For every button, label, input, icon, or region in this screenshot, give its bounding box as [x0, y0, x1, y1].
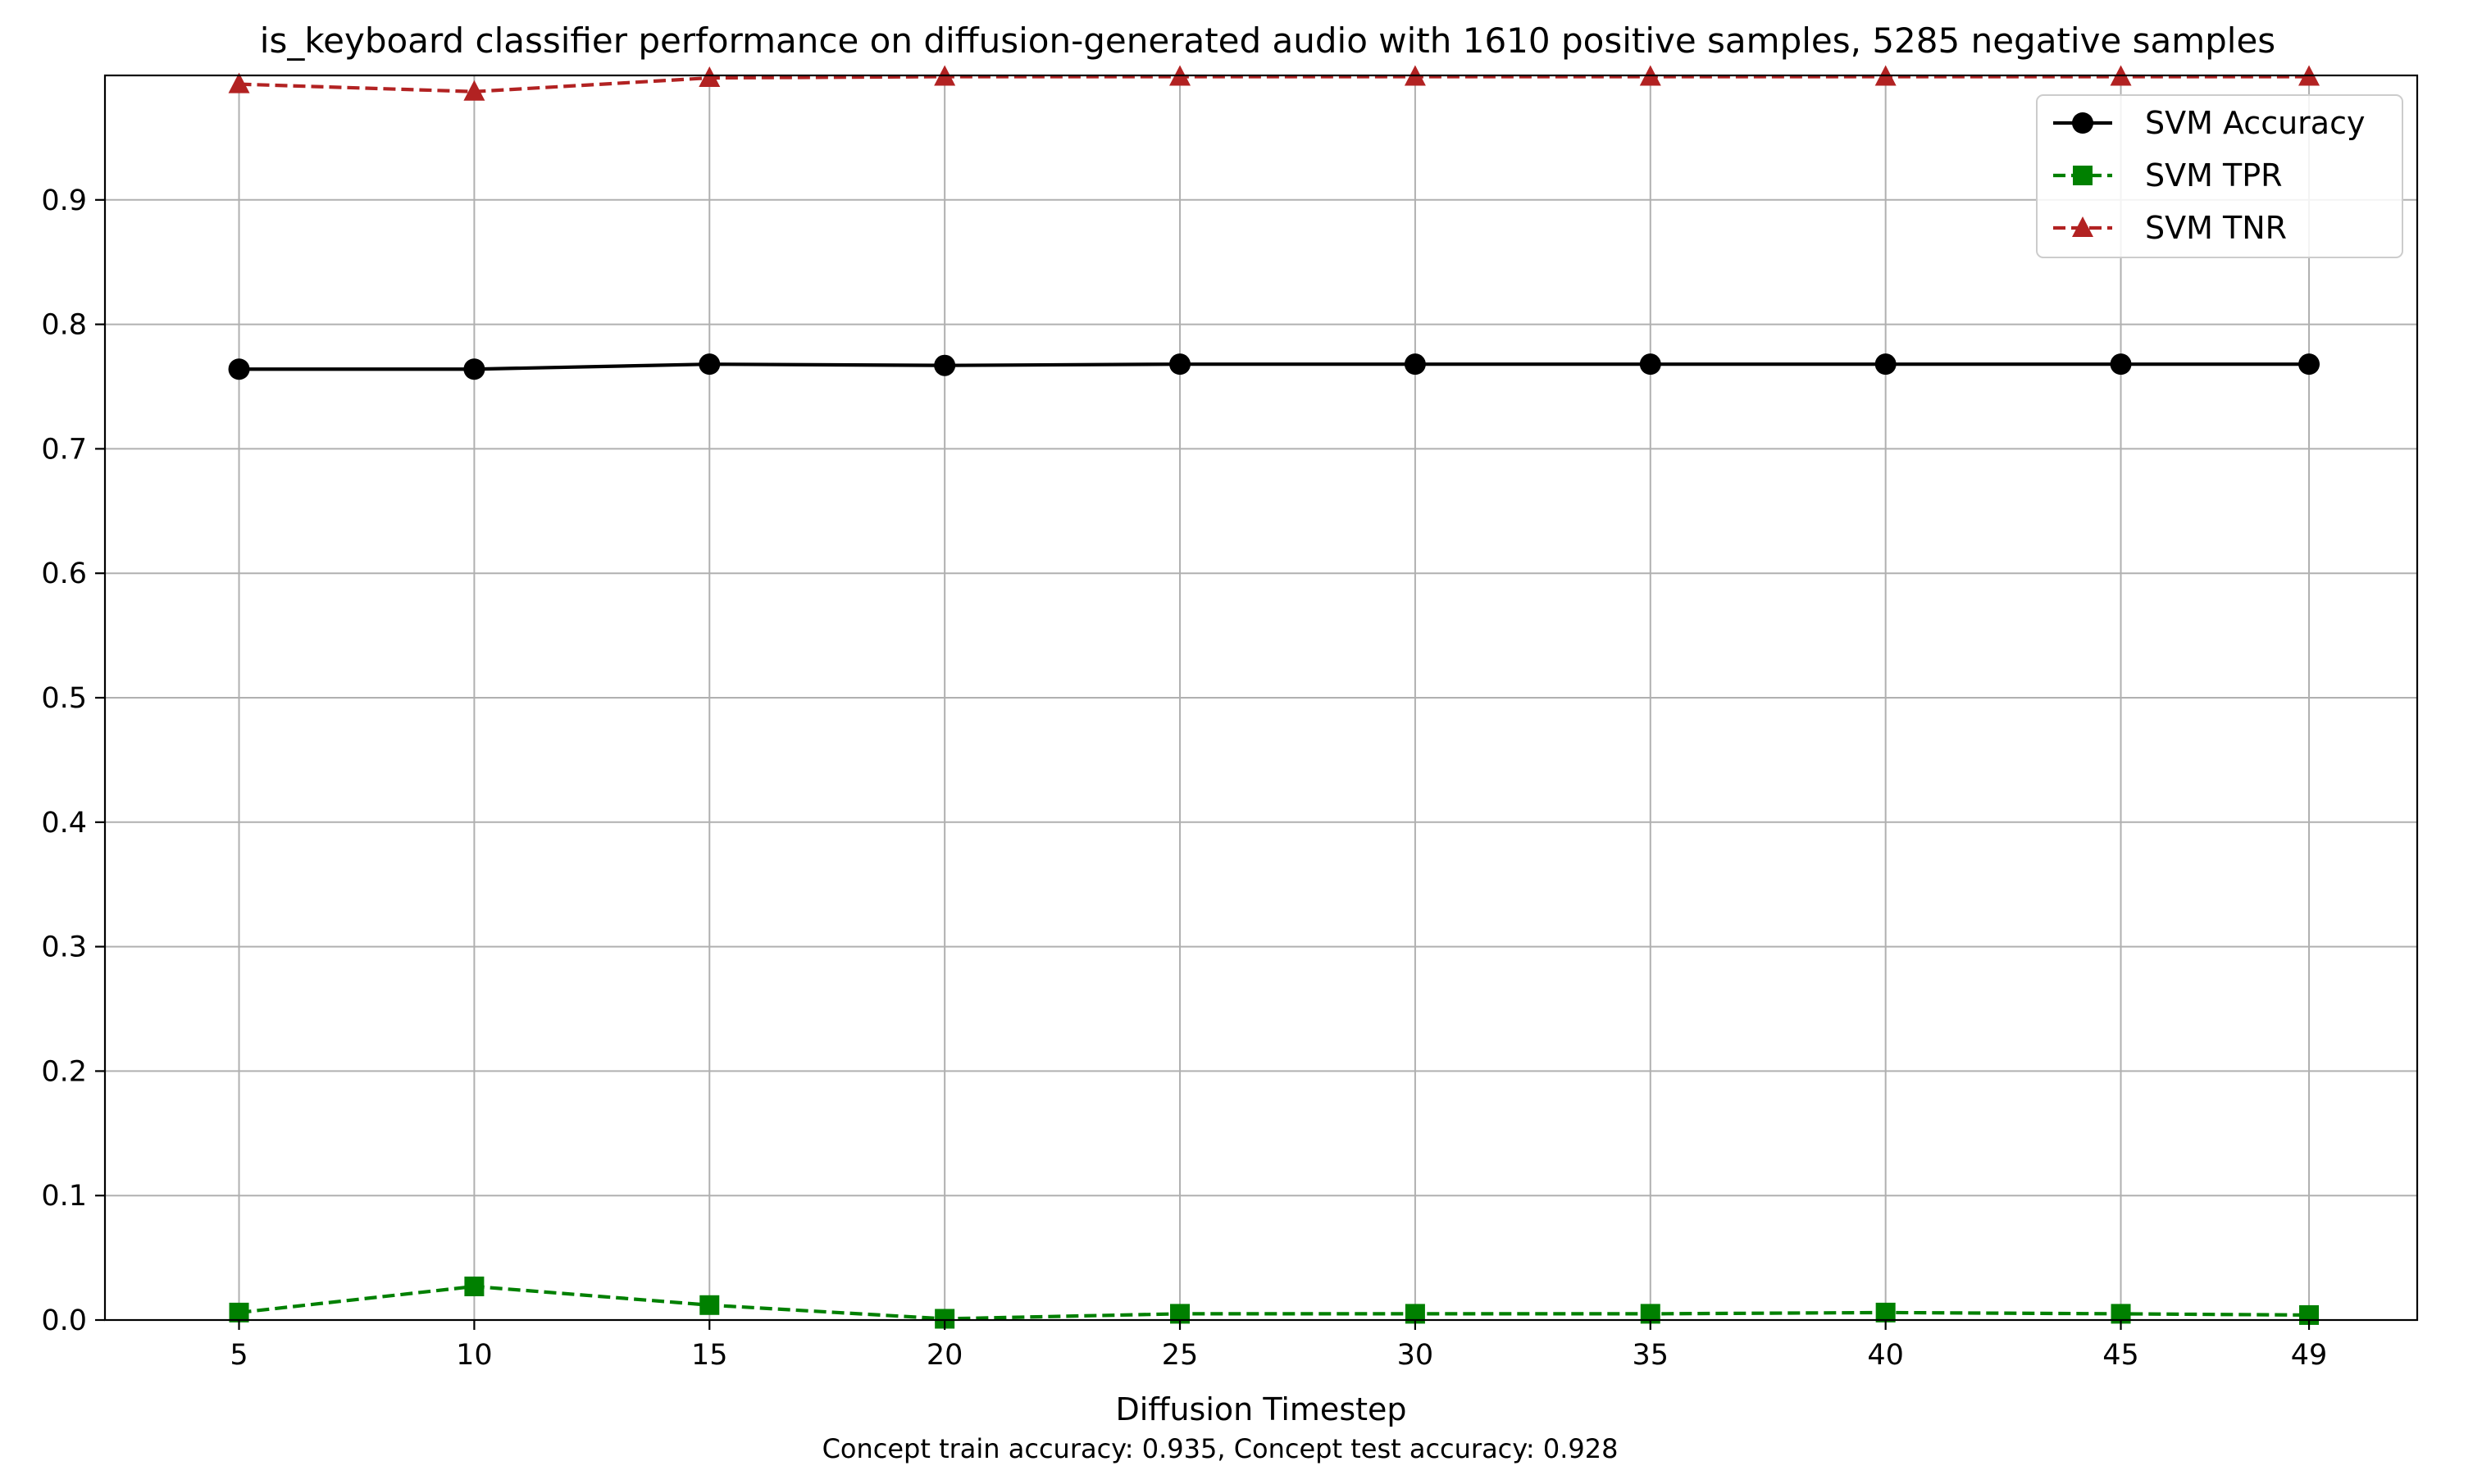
legend-marker: [2072, 216, 2093, 237]
data-point: [699, 353, 721, 376]
data-point: [1639, 353, 1661, 376]
y-tick-label: 0.0: [41, 1304, 87, 1337]
y-tick-label: 0.3: [41, 931, 87, 964]
x-tick-label: 10: [456, 1339, 493, 1372]
legend-label: SVM TNR: [2145, 210, 2287, 246]
legend-label: SVM TPR: [2145, 157, 2283, 193]
data-point: [2110, 353, 2132, 376]
data-point: [463, 80, 485, 101]
x-tick-label: 40: [1867, 1339, 1904, 1372]
data-point: [463, 358, 485, 380]
plot-frame: [103, 74, 2419, 1322]
legend-marker: [2072, 112, 2093, 134]
data-point: [2298, 353, 2320, 376]
x-tick-label: 15: [691, 1339, 728, 1372]
data-point: [229, 1302, 249, 1322]
y-tick-label: 0.8: [41, 309, 87, 342]
x-tick-label: 30: [1397, 1339, 1434, 1372]
chart-title: is_keyboard classifier performance on di…: [260, 20, 2275, 61]
y-tick-label: 0.7: [41, 433, 87, 466]
legend-entry: SVM TPR: [2053, 157, 2283, 193]
x-tick-label: 49: [2291, 1339, 2328, 1372]
data-point: [699, 66, 721, 88]
y-tick-label: 0.1: [41, 1180, 87, 1213]
legend-entry: SVM TNR: [2053, 210, 2287, 246]
data-point: [1169, 353, 1191, 376]
y-tick-label: 0.5: [41, 682, 87, 715]
data-point: [699, 1295, 720, 1315]
x-tick-label: 35: [1633, 1339, 1669, 1372]
data-point: [228, 72, 250, 93]
chart-legend: SVM Accuracy SVM TPR SVM TNR: [2036, 94, 2403, 258]
y-tick-label: 0.4: [41, 807, 87, 840]
x-tick-label: 5: [230, 1339, 248, 1372]
y-tick-label: 0.6: [41, 558, 87, 590]
legend-entry: SVM Accuracy: [2053, 105, 2365, 141]
y-tick-label: 0.2: [41, 1055, 87, 1088]
data-point: [1404, 353, 1426, 376]
series-svm-tpr: [229, 1277, 2320, 1329]
data-point: [1875, 1302, 1896, 1322]
data-point: [934, 354, 956, 376]
x-tick-label: 25: [1162, 1339, 1199, 1372]
data-point: [228, 358, 250, 380]
series-line: [239, 362, 2310, 371]
chart-caption: Concept train accuracy: 0.935, Concept t…: [822, 1433, 1619, 1464]
legend-box: [2036, 94, 2403, 258]
series-line: [239, 75, 2310, 93]
y-tick-label: 0.9: [41, 184, 87, 217]
legend-label: SVM Accuracy: [2145, 105, 2365, 141]
x-axis-label: Diffusion Timestep: [1115, 1391, 1406, 1427]
data-point: [464, 1277, 485, 1297]
x-tick-label: 20: [927, 1339, 963, 1372]
series-line: [239, 1284, 2310, 1321]
data-point: [1874, 353, 1897, 376]
legend-marker: [2073, 166, 2093, 185]
x-tick-label: 45: [2102, 1339, 2139, 1372]
series-svm-accuracy: [228, 353, 2320, 380]
axis-ticks: 5 10 15 20 25 30 35 40 45 49 0.0 0.1 0.2 0.3 0.4 0.5 0.6…: [41, 184, 2327, 1372]
